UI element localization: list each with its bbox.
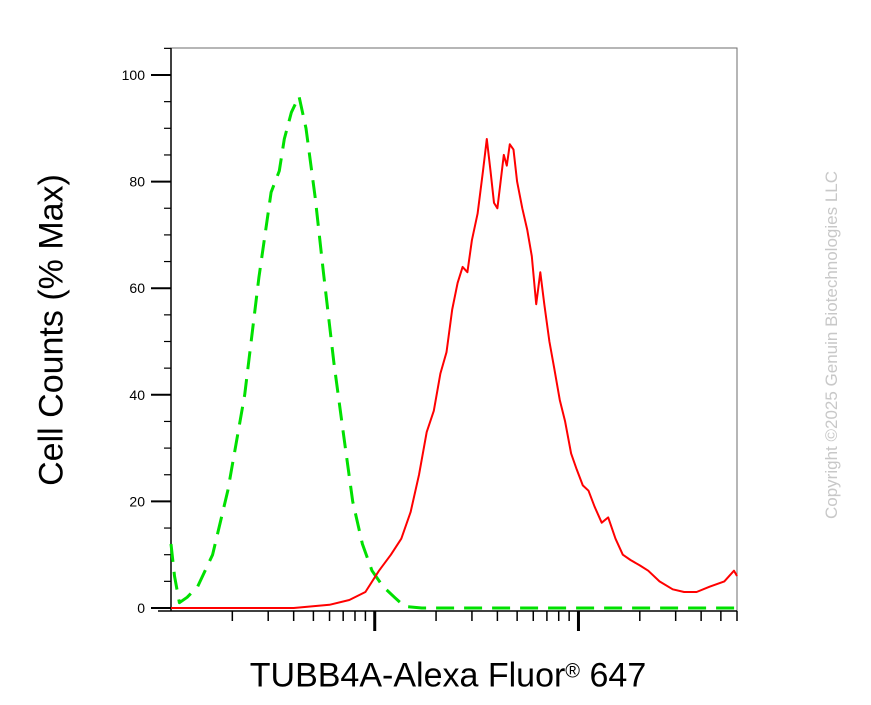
- plot-area: [170, 47, 738, 612]
- x-axis-label: TUBB4A-Alexa Fluor® 647: [250, 657, 646, 696]
- y-tick-label: 80: [129, 174, 145, 190]
- x-axis-label-text: TUBB4A-Alexa Fluor: [249, 656, 566, 695]
- y-tick-label: 20: [129, 493, 145, 509]
- y-tick-label: 40: [129, 387, 145, 403]
- y-tick-label: 0: [137, 600, 145, 616]
- y-axis: 0 20 40 60 80 100: [122, 47, 172, 616]
- x-axis-label-superscript: ®: [565, 660, 581, 683]
- y-tick-label: 100: [122, 67, 146, 83]
- x-axis-label-suffix: 647: [580, 656, 647, 695]
- y-tick-label: 60: [129, 280, 145, 296]
- series-line-dashed: [169, 94, 737, 610]
- series-line-solid: [171, 138, 738, 609]
- copyright-watermark: Copyright ©2025 Genuin Biotechnologies L…: [822, 170, 841, 520]
- x-axis: [158, 610, 738, 631]
- series-layer: [169, 94, 738, 610]
- y-axis-label: Cell Counts (% Max): [32, 174, 71, 486]
